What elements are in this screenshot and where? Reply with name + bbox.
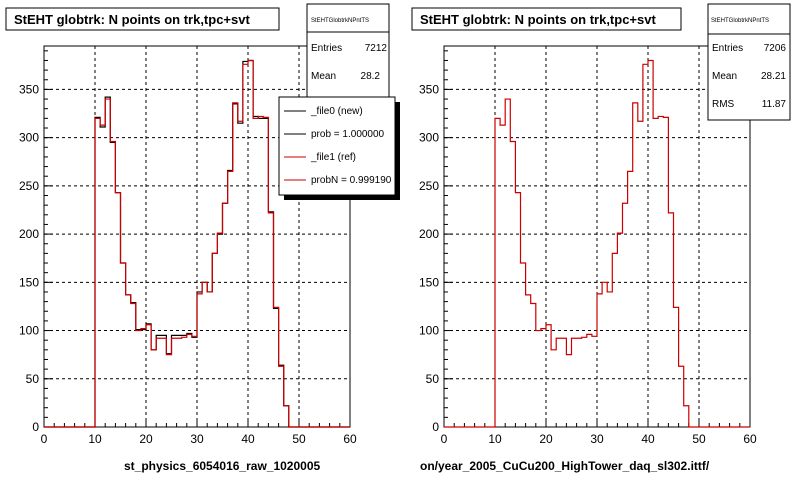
left-title: StEHT globtrk: N points on trk,tpc+svt: [14, 12, 250, 27]
y-tick-label: 50: [26, 372, 40, 386]
right-title: StEHT globtrk: N points on trk,tpc+svt: [420, 12, 656, 27]
x-tick-label: 40: [241, 432, 255, 446]
left-legend: _file0 (new) prob = 1.000000 _file1 (ref…: [278, 96, 400, 200]
x-tick-label: 40: [641, 432, 655, 446]
right-stats-rms-label: RMS: [712, 99, 735, 110]
y-tick-label: 300: [19, 131, 39, 145]
right-xlabel: on/year_2005_CuCu200_HighTower_daq_sl302…: [420, 459, 710, 473]
left-stats-entries-value: 7212: [365, 43, 388, 54]
right-stats-entries-value: 7206: [764, 43, 787, 54]
y-tick-label: 200: [419, 227, 439, 241]
right-stats-rms-value: 11.87: [762, 99, 787, 110]
left-stats-mean-value: 28.2: [361, 71, 381, 82]
y-tick-label: 250: [419, 179, 439, 193]
histogram-series-0: [444, 59, 750, 428]
legend-label-file1: _file1 (ref): [310, 152, 356, 163]
y-tick-label: 150: [19, 275, 39, 289]
y-tick-label: 50: [426, 372, 440, 386]
right-stats-mean-value: 28.21: [761, 71, 786, 82]
right-axis-labels: 0 10 20 30 40 50 60 0 50 100 150 200 250 300 350: [419, 82, 757, 446]
y-tick-label: 250: [19, 179, 39, 193]
y-tick-label: 100: [419, 324, 439, 338]
x-tick-label: 0: [441, 432, 448, 446]
right-stats-mean-label: Mean: [712, 71, 737, 82]
histogram-series-0: [44, 59, 350, 428]
x-tick-label: 10: [488, 432, 502, 446]
right-stats-entries-label: Entries: [712, 43, 743, 54]
x-tick-label: 50: [292, 432, 306, 446]
left-stats-mean-label: Mean: [311, 71, 336, 82]
y-tick-label: 150: [419, 275, 439, 289]
right-panel: 0 10 20 30 40 50 60 0 50 100 150 200 250 300 350 StEHT…: [411, 3, 791, 473]
legend-label-prob: prob = 1.000000: [311, 129, 385, 140]
left-series: [44, 59, 350, 428]
left-stats-entries-label: Entries: [311, 43, 342, 54]
left-axis-labels: 0 10 20 30 40 50 60 0 50 100 150 200 250 300 350: [19, 82, 357, 446]
histogram-series-1: [44, 59, 350, 428]
x-tick-label: 60: [343, 432, 357, 446]
y-tick-label: 200: [19, 227, 39, 241]
y-tick-label: 350: [419, 82, 439, 96]
right-stats-box: StEHTGlobtrkNPntTS Entries 7206 Mean 28.…: [707, 3, 791, 121]
right-frame: [443, 45, 751, 428]
y-tick-label: 350: [19, 82, 39, 96]
right-title-box: [411, 7, 682, 31]
y-tick-label: 0: [32, 420, 39, 434]
x-tick-label: 10: [88, 432, 102, 446]
legend-label-probn: probN = 0.999190: [311, 175, 392, 186]
x-tick-label: 50: [692, 432, 706, 446]
left-xlabel: st_physics_6054016_raw_1020005: [124, 459, 320, 473]
right-stats-header: StEHTGlobtrkNPntTS: [711, 18, 769, 24]
right-series: [444, 59, 750, 428]
y-tick-label: 300: [419, 131, 439, 145]
x-tick-label: 60: [743, 432, 757, 446]
y-tick-label: 0: [432, 420, 439, 434]
left-title-box: [5, 7, 280, 31]
legend-label-file0: _file0 (new): [310, 106, 363, 117]
x-tick-label: 0: [41, 432, 48, 446]
x-tick-label: 20: [539, 432, 553, 446]
y-tick-label: 100: [19, 324, 39, 338]
x-tick-label: 30: [590, 432, 604, 446]
x-tick-label: 30: [190, 432, 204, 446]
x-tick-label: 20: [139, 432, 153, 446]
left-stats-header: StEHTGlobtrkNPntTS: [311, 18, 369, 24]
left-panel: 0 10 20 30 40 50 60 0 50 100 150 200 250 300 350 StEHT…: [5, 3, 400, 473]
right-ticks: [443, 50, 751, 428]
